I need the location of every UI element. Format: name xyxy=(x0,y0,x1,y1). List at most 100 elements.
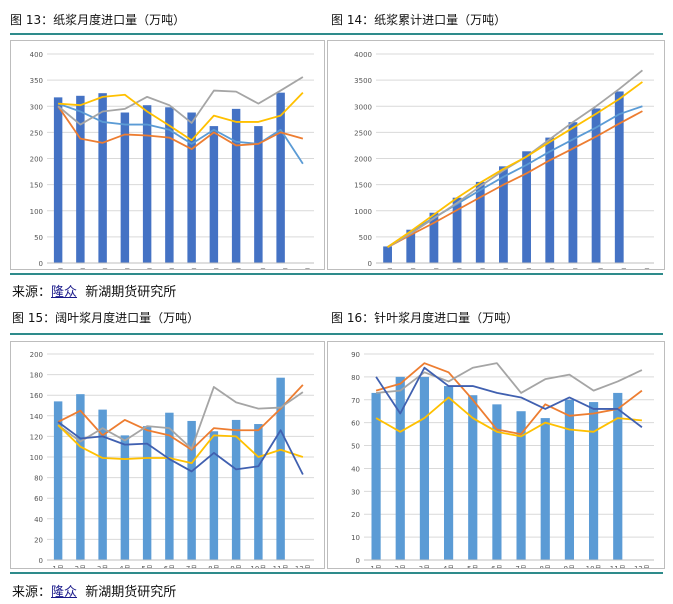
y-tick-label: 350 xyxy=(30,77,43,85)
series-line xyxy=(57,76,304,126)
y-tick-label: 180 xyxy=(30,372,43,380)
x-tick-label: 7月 xyxy=(515,565,526,568)
y-tick-label: 160 xyxy=(30,392,43,400)
x-tick-label: 8月 xyxy=(208,268,219,269)
title-rule-bottom xyxy=(10,333,663,335)
bar xyxy=(276,92,285,263)
y-tick-label: 150 xyxy=(30,182,43,190)
series-line xyxy=(58,92,304,142)
y-tick-label: 250 xyxy=(30,129,43,137)
y-tick-label: 30 xyxy=(351,488,360,496)
y-tick-label: 3000 xyxy=(354,103,372,111)
bar xyxy=(76,394,85,560)
y-tick-label: 1000 xyxy=(354,208,372,216)
x-tick-label: 9月 xyxy=(567,268,578,269)
x-tick-label: 2月 xyxy=(405,268,416,269)
bar xyxy=(406,229,416,263)
chart-fig16: 0 10 20 30 40 50 60 70 80 90 1月 2月 3月 4月 5月 6月 7月 8月 9月 10月… xyxy=(351,351,661,586)
x-tick-label: 9月 xyxy=(230,268,241,269)
source-prefix: 来源： xyxy=(12,585,52,600)
figure-14-title: 图 14：纸浆累计进口量（万吨） xyxy=(331,13,507,27)
series-line xyxy=(57,105,304,150)
y-tick-label: 60 xyxy=(351,420,360,428)
y-tick-label: 0 xyxy=(39,557,43,565)
figure-16-title: 图 16：针叶浆月度进口量（万吨） xyxy=(331,311,519,325)
bar xyxy=(516,411,526,560)
y-tick-label: 40 xyxy=(34,516,43,524)
section-rule-bottom xyxy=(10,572,663,574)
y-tick-label: 0 xyxy=(39,260,43,268)
title-rule-top xyxy=(10,33,663,35)
figure-15-title: 图 15：阔叶浆月度进口量（万吨） xyxy=(12,311,200,325)
x-tick-label: 11月 xyxy=(611,268,627,269)
series-line xyxy=(57,386,304,450)
bar xyxy=(120,112,130,264)
bar xyxy=(522,151,531,263)
series-line xyxy=(375,362,643,436)
bar xyxy=(231,108,241,263)
source-brand-link[interactable]: 隆众 xyxy=(51,285,78,300)
y-tick-label: 50 xyxy=(34,234,43,242)
x-tick-label: 12月 xyxy=(634,268,650,269)
bar xyxy=(588,402,599,560)
figure-13-title: 图 13：纸浆月度进口量（万吨） xyxy=(10,13,186,27)
x-tick-label: 11月 xyxy=(610,565,626,568)
y-tick-label: 1500 xyxy=(354,182,372,190)
source-prefix: 来源： xyxy=(12,285,52,300)
x-tick-label: 5月 xyxy=(467,565,478,568)
bar xyxy=(187,420,196,560)
bar xyxy=(276,377,285,560)
bar xyxy=(475,181,485,263)
bar xyxy=(231,419,241,560)
x-tick-label: 11月 xyxy=(273,565,289,568)
x-tick-label: 8月 xyxy=(540,565,551,568)
bar xyxy=(209,126,219,263)
chart-fig13: 0 50 100 150 200 250 300 350 400 1月 2月 3月 4月 5月 6月 7月 8月… xyxy=(30,51,343,288)
bar xyxy=(429,212,439,263)
series-line xyxy=(387,81,643,248)
x-tick-label: 6月 xyxy=(164,268,175,269)
x-tick-label: 10月 xyxy=(250,268,266,269)
x-tick-label: 3月 xyxy=(97,268,108,269)
bar xyxy=(98,409,107,560)
x-tick-label: 9月 xyxy=(564,565,575,568)
y-tick-label: 4000 xyxy=(354,51,372,59)
x-tick-label: 1月 xyxy=(52,268,63,269)
y-tick-label: 400 xyxy=(30,51,43,59)
y-tick-label: 2000 xyxy=(354,156,372,164)
x-tick-label: 12月 xyxy=(295,268,311,269)
x-tick-label: 5月 xyxy=(141,565,152,568)
y-tick-label: 200 xyxy=(30,156,43,164)
series-line xyxy=(387,110,643,249)
source-brand-link[interactable]: 隆众 xyxy=(51,585,78,600)
x-tick-label: 6月 xyxy=(164,565,175,568)
section-rule-top xyxy=(10,273,663,275)
source-line-1: 来源：隆众 新湖期货研究所 xyxy=(12,285,176,301)
x-tick-label: 12月 xyxy=(634,565,650,568)
x-tick-label: 4月 xyxy=(451,268,462,269)
x-tick-label: 9月 xyxy=(230,565,241,568)
x-tick-label: 6月 xyxy=(491,565,502,568)
y-tick-label: 40 xyxy=(351,465,360,473)
x-tick-label: 2月 xyxy=(395,565,406,568)
bar xyxy=(53,401,63,560)
source-rest: 新湖期货研究所 xyxy=(85,585,177,600)
series-line xyxy=(375,396,643,438)
bar xyxy=(165,107,174,263)
x-tick-label: 10月 xyxy=(586,565,602,568)
x-tick-label: 10月 xyxy=(588,268,604,269)
x-tick-label: 3月 xyxy=(428,268,439,269)
bar xyxy=(540,418,550,560)
bar xyxy=(499,166,508,263)
y-tick-label: 120 xyxy=(30,433,43,441)
y-tick-label: 200 xyxy=(30,351,43,359)
x-tick-label: 5月 xyxy=(475,268,486,269)
bar xyxy=(492,404,502,560)
y-tick-label: 0 xyxy=(368,260,372,268)
bar xyxy=(165,412,174,560)
y-tick-label: 140 xyxy=(30,413,43,421)
y-tick-label: 3500 xyxy=(354,77,372,85)
bar xyxy=(76,95,85,263)
bar xyxy=(613,392,623,560)
x-tick-label: 4月 xyxy=(119,268,130,269)
